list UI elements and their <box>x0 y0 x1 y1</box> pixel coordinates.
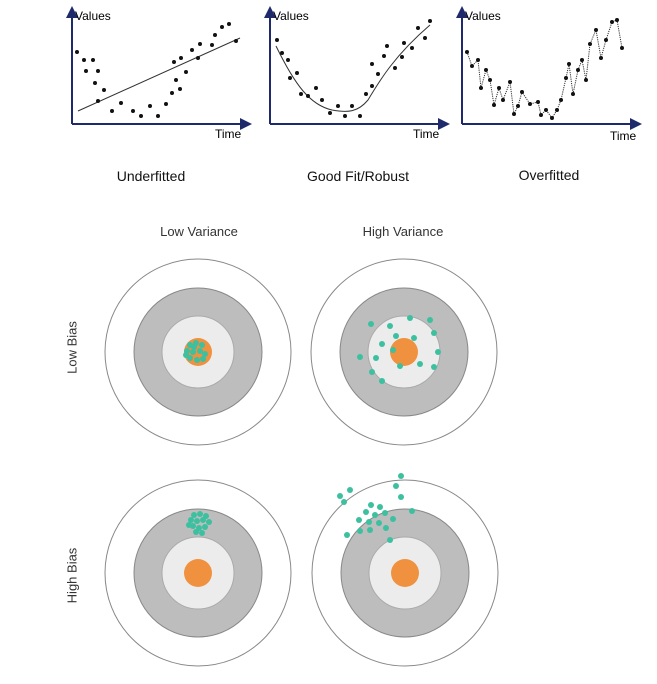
middle-ring <box>133 508 263 638</box>
target-low-bias-low-variance <box>104 258 292 446</box>
overfitted-panel: Values Time <box>456 6 642 143</box>
fit-charts: Values Time Values Time <box>66 6 642 143</box>
inner-ring <box>161 536 235 610</box>
x-axis-label: Time <box>215 127 242 141</box>
bullseye <box>184 559 212 587</box>
fit-curve <box>275 24 431 112</box>
data-points <box>275 19 432 118</box>
underfitted-panel: Values Time <box>66 6 252 141</box>
x-axis-label: Time <box>610 129 637 143</box>
target-high-bias-high-variance <box>311 473 499 667</box>
outer-ring <box>104 479 292 667</box>
data-points <box>465 18 624 120</box>
fit-line <box>77 37 241 112</box>
shots <box>337 473 415 543</box>
y-axis-label: Values <box>273 9 309 23</box>
row-high-bias: High Bias <box>64 547 80 604</box>
target-high-bias-low-variance <box>104 479 292 667</box>
y-axis-label: Values <box>465 9 501 23</box>
row-low-bias: Low Bias <box>64 321 80 374</box>
column-low-variance: Low Variance <box>160 224 238 239</box>
outer-ring <box>310 258 498 446</box>
shots <box>357 315 441 384</box>
bullseye <box>390 338 418 366</box>
outer-ring <box>311 479 499 667</box>
caption-good-fit: Good Fit/Robust <box>307 168 409 184</box>
y-axis-label: Values <box>75 9 111 23</box>
target-low-bias-high-variance <box>310 258 498 446</box>
caption-overfitted: Overfitted <box>518 167 580 183</box>
bullseye <box>184 338 212 366</box>
x-axis-label: Time <box>413 127 440 141</box>
outer-ring <box>104 258 292 446</box>
middle-ring <box>340 508 470 638</box>
middle-ring <box>133 287 263 417</box>
shots <box>186 511 212 536</box>
column-high-variance: High Variance <box>362 224 444 239</box>
inner-ring <box>368 536 442 610</box>
shots <box>183 340 208 363</box>
bullseye <box>391 559 419 587</box>
middle-ring <box>339 287 469 417</box>
data-points <box>75 22 238 118</box>
fit-curve <box>466 19 623 119</box>
inner-ring <box>367 315 441 389</box>
good-fit-panel: Values Time <box>264 6 450 141</box>
inner-ring <box>161 315 235 389</box>
caption-underfitted: Underfitted <box>116 168 186 184</box>
